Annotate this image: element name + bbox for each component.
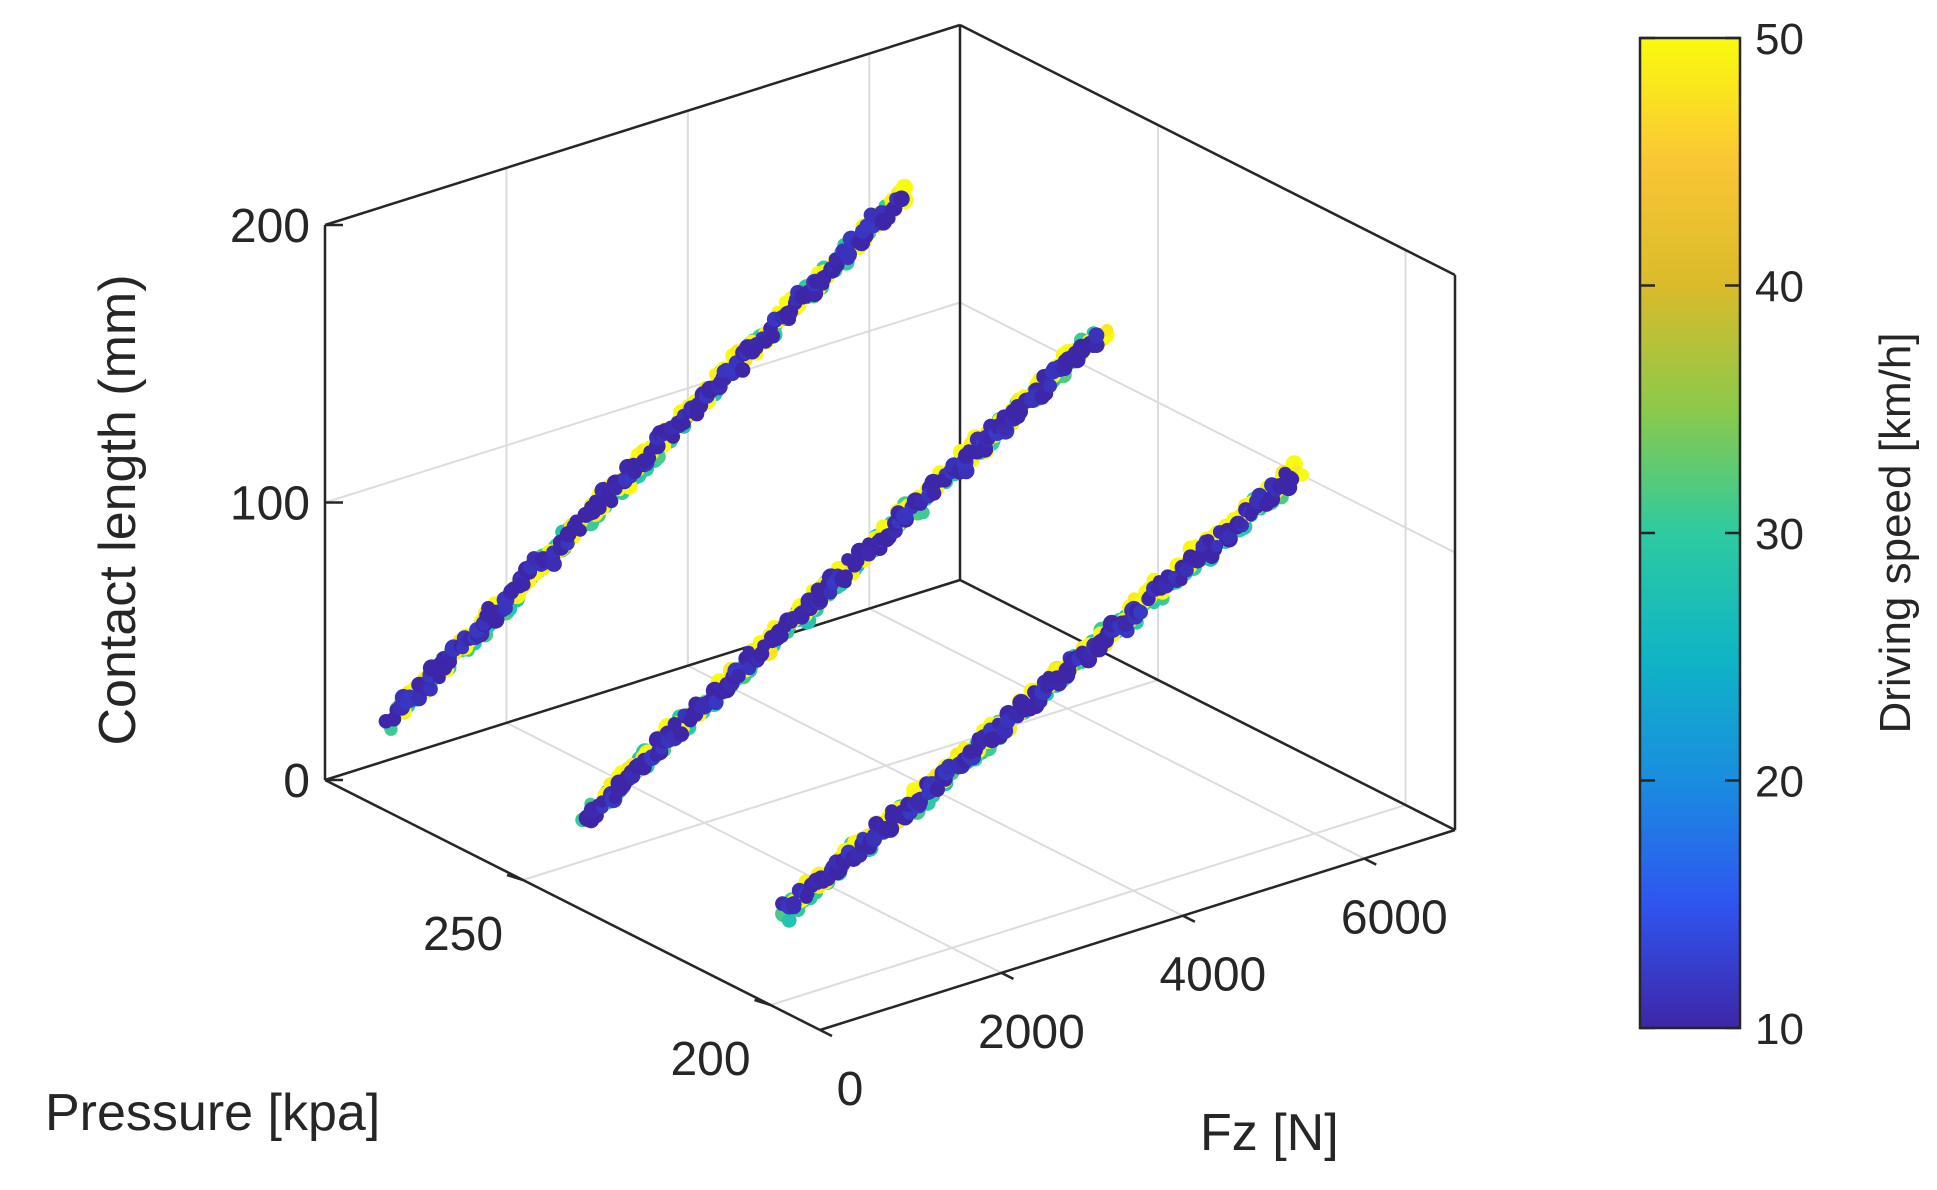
- data-point: [673, 726, 689, 743]
- series-pressure-280: [378, 178, 914, 736]
- grid-line: [522, 679, 1159, 881]
- data-point: [1179, 562, 1194, 578]
- frame-edge: [959, 23, 1456, 277]
- grid-line: [959, 301, 1456, 554]
- data-point: [765, 328, 781, 344]
- grid-line: [324, 301, 961, 504]
- y-tick-label: 200: [670, 1033, 750, 1086]
- grid-line: [505, 721, 1002, 974]
- frame-edge: [959, 578, 1456, 832]
- grid-line: [868, 607, 1365, 860]
- z-tick-label: 100: [230, 478, 310, 531]
- x-tick: [1000, 971, 1014, 980]
- data-point: [801, 886, 815, 900]
- data-point: [422, 681, 438, 697]
- data-point: [516, 577, 531, 592]
- z-tick-label: 0: [283, 755, 310, 808]
- frame-edge: [324, 778, 821, 1032]
- data-point: [969, 743, 983, 758]
- series-pressure-200: [775, 455, 1309, 928]
- y-tick-label: 250: [423, 908, 503, 961]
- data-point: [786, 899, 802, 915]
- colorbar-tick-label: 50: [1755, 15, 1804, 64]
- x-tick-label: 6000: [1341, 892, 1448, 945]
- colorbar-tick-label: 20: [1755, 758, 1804, 807]
- grid-line: [770, 804, 1406, 1006]
- z-axis-label: Contact length (mm): [89, 274, 147, 745]
- data-point: [1296, 468, 1309, 482]
- data-point: [781, 912, 797, 928]
- data-point: [731, 668, 746, 684]
- x-tick-label: 4000: [1159, 949, 1266, 1002]
- x-axis-label: Fz [N]: [1200, 1104, 1339, 1162]
- x-tick: [1182, 914, 1196, 923]
- series-pressure-240: [575, 323, 1115, 829]
- data-point: [1133, 604, 1148, 620]
- frame-edge: [819, 828, 1456, 1032]
- axes-frame: [324, 23, 1456, 832]
- data-point: [546, 556, 562, 572]
- colorbar-tick-label: 10: [1755, 1005, 1804, 1054]
- colorbar-tick-label: 40: [1755, 263, 1804, 312]
- data-point: [812, 591, 828, 608]
- data-point: [573, 523, 587, 537]
- data-point: [734, 362, 751, 378]
- data-point: [893, 190, 910, 208]
- data-point: [678, 417, 691, 430]
- data-point: [929, 781, 945, 797]
- x-tick-label: 0: [837, 1063, 864, 1116]
- y-axis-label: Pressure [kpa]: [45, 1084, 380, 1142]
- data-points: [378, 178, 1309, 928]
- axis-ticks: 0 100 200 200 250 0 2000 4000 6000: [230, 200, 1448, 1116]
- data-point: [1210, 539, 1224, 553]
- frame-edge: [324, 23, 961, 227]
- data-point: [604, 494, 619, 509]
- data-point: [839, 245, 857, 264]
- data-point: [838, 569, 853, 584]
- colorbar-ticks: 10 20 30 40 50: [1640, 15, 1804, 1054]
- data-point: [846, 557, 861, 571]
- data-point: [926, 485, 942, 501]
- y-tick: [506, 873, 524, 882]
- x-tick: [819, 1028, 833, 1038]
- data-point: [1043, 378, 1058, 393]
- data-point: [1284, 472, 1300, 487]
- z-tick-label: 200: [230, 200, 310, 253]
- x-tick-label: 2000: [978, 1006, 1085, 1059]
- colorbar: [1638, 36, 1742, 1030]
- data-point: [998, 421, 1013, 437]
- y-tick: [754, 998, 771, 1007]
- data-point: [1232, 515, 1246, 529]
- x-tick: [1363, 857, 1377, 866]
- frame-edge: [324, 578, 961, 782]
- data-point: [1088, 327, 1105, 344]
- colorbar-tick-label: 30: [1755, 510, 1804, 559]
- data-point: [441, 654, 458, 670]
- colorbar-label: Driving speed [km/h]: [1871, 332, 1920, 733]
